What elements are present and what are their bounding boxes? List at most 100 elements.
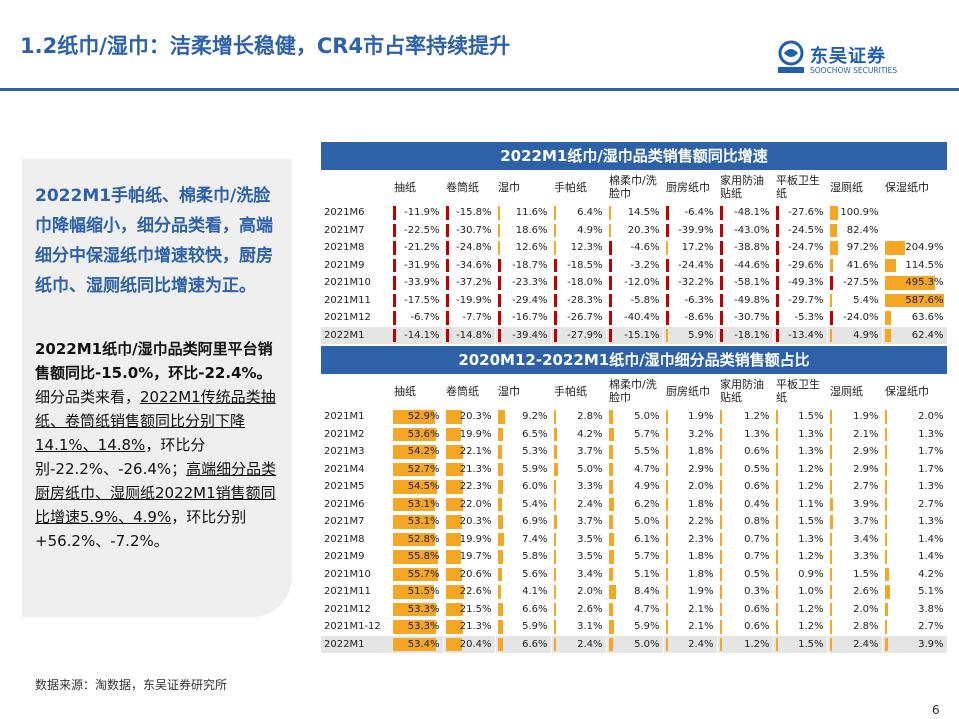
value-label: -49.3% <box>788 277 824 289</box>
value-cell: -29.4% <box>495 291 552 309</box>
value-label: -7.7% <box>462 312 492 324</box>
value-bar <box>884 550 887 564</box>
value-bar <box>665 567 668 581</box>
table-row: 2021M8 -21.2% -24.8% 12.6% 12.3% -4.6% 17.2% -3… <box>321 239 948 257</box>
value-cell: 5.8% <box>495 548 552 566</box>
value-bar <box>393 445 437 459</box>
value-bar <box>775 223 779 237</box>
value-label: 2.1% <box>688 603 714 615</box>
value-label: 22.6% <box>459 586 492 598</box>
value-bar <box>775 567 778 581</box>
value-bar <box>829 497 833 511</box>
soochow-logo-icon <box>778 40 804 73</box>
value-label: -6.4% <box>684 207 714 219</box>
table-row: 2021M10 -33.9% -37.2% -23.3% -18.0% -12.0% -32… <box>321 274 948 292</box>
value-cell: 62.4% <box>882 326 948 344</box>
value-bar <box>393 532 436 546</box>
value-label: 4.7% <box>634 463 660 475</box>
value-cell: 1.9% <box>663 583 718 601</box>
value-bar <box>553 258 557 272</box>
value-bar <box>445 550 462 564</box>
value-label: 4.9% <box>577 224 603 236</box>
value-label: 2.0% <box>688 481 714 493</box>
value-bar <box>719 311 723 325</box>
value-label: -48.1% <box>734 207 770 219</box>
value-cell: 3.7% <box>551 513 607 531</box>
value-label: -24.5% <box>788 224 824 236</box>
value-label: 3.3% <box>577 481 603 493</box>
value-label: 11.6% <box>515 207 548 219</box>
value-bar <box>445 328 449 342</box>
value-bar <box>445 293 449 307</box>
column-header: 家用防油贴纸 <box>720 378 764 404</box>
value-cell: -43.0% <box>717 221 774 239</box>
column-header: 湿厕纸 <box>830 384 863 398</box>
value-cell: 19.7% <box>443 548 496 566</box>
value-label: 51.5% <box>407 586 440 598</box>
value-label: -17.5% <box>404 294 440 306</box>
table1-title: 2022M1纸巾/湿巾品类销售额同比增速 <box>321 142 947 170</box>
value-bar <box>884 276 935 290</box>
value-label: -43.0% <box>734 224 770 236</box>
page-number: 6 <box>932 703 940 717</box>
value-bar <box>608 258 612 272</box>
value-cell: 20.4% <box>443 635 496 653</box>
value-bar <box>553 206 556 220</box>
value-bar <box>445 480 464 494</box>
row-label: 2021M1 <box>324 411 365 423</box>
value-label: 5.9% <box>522 621 548 633</box>
value-bar <box>497 515 504 529</box>
value-cell: 2.9% <box>663 460 718 478</box>
value-bar <box>445 567 462 581</box>
value-label: 1.3% <box>798 533 824 545</box>
value-bar <box>775 410 778 424</box>
value-label: 0.6% <box>744 621 770 633</box>
value-bar <box>445 258 449 272</box>
summary-bold-lead: 2022M1纸巾/湿巾品类阿里平台销售额同比-15.0%，环比-22.4%。 <box>35 340 273 382</box>
value-cell: 495.3% <box>882 274 948 292</box>
value-label: 1.4% <box>918 551 944 563</box>
row-label: 2021M5 <box>324 481 365 493</box>
value-bar <box>775 462 778 476</box>
value-cell: 1.5% <box>773 635 828 653</box>
value-cell: 1.2% <box>773 600 828 618</box>
value-bar <box>497 585 502 599</box>
value-cell: 5.0% <box>551 460 607 478</box>
value-label: -30.7% <box>734 312 770 324</box>
value-cell: 1.4% <box>882 530 948 548</box>
column-header: 卷筒纸 <box>446 384 479 398</box>
value-bar <box>393 550 438 564</box>
value-cell: -12.0% <box>606 274 664 292</box>
value-bar <box>608 410 613 424</box>
value-bar <box>497 602 504 616</box>
table-header-row: 抽纸 卷筒纸 湿巾 手帕纸 棉柔巾/洗脸巾 厨房纸巾 家用防油贴纸 平板卫生纸 湿厕纸 保湿纸巾 <box>321 374 947 408</box>
row-label: 2021M8 <box>324 242 365 254</box>
value-label: 53.4% <box>407 638 440 650</box>
value-cell: 6.9% <box>495 513 552 531</box>
value-bar <box>775 241 779 255</box>
value-cell: 53.1% <box>391 495 444 513</box>
value-label: 3.9% <box>853 498 879 510</box>
value-cell: 2.1% <box>663 600 718 618</box>
value-label: 3.7% <box>577 516 603 528</box>
value-cell: 5.9% <box>495 618 552 636</box>
value-cell: -39.4% <box>495 326 552 344</box>
value-bar <box>829 620 832 634</box>
table-row: 2021M11 51.5% 22.6% 4.1% 2.0% 8.4% 1.9% 0.3% 1.0… <box>321 583 948 601</box>
table-row: 2021M4 52.7% 21.3% 5.9% 5.0% 4.7% 2.9% 0.5% 1.2%… <box>321 460 948 478</box>
value-bar <box>393 328 396 342</box>
value-cell: 54.5% <box>391 478 444 496</box>
value-bar <box>829 567 832 581</box>
value-cell: 12.6% <box>495 239 552 257</box>
column-header: 保湿纸巾 <box>885 384 929 398</box>
value-bar <box>393 515 436 529</box>
value-cell: 7.4% <box>495 530 552 548</box>
logo-chinese-name: 东吴证券 <box>810 46 886 67</box>
value-label: 5.6% <box>522 568 548 580</box>
value-cell: -18.1% <box>717 326 774 344</box>
table-row: 2021M9 -31.9% -34.6% -18.7% -18.5% -3.2% -24.4… <box>321 256 948 274</box>
value-label: 1.3% <box>918 481 944 493</box>
value-cell: -30.7% <box>443 221 496 239</box>
value-bar <box>393 462 436 476</box>
value-label: 2.0% <box>577 586 603 598</box>
